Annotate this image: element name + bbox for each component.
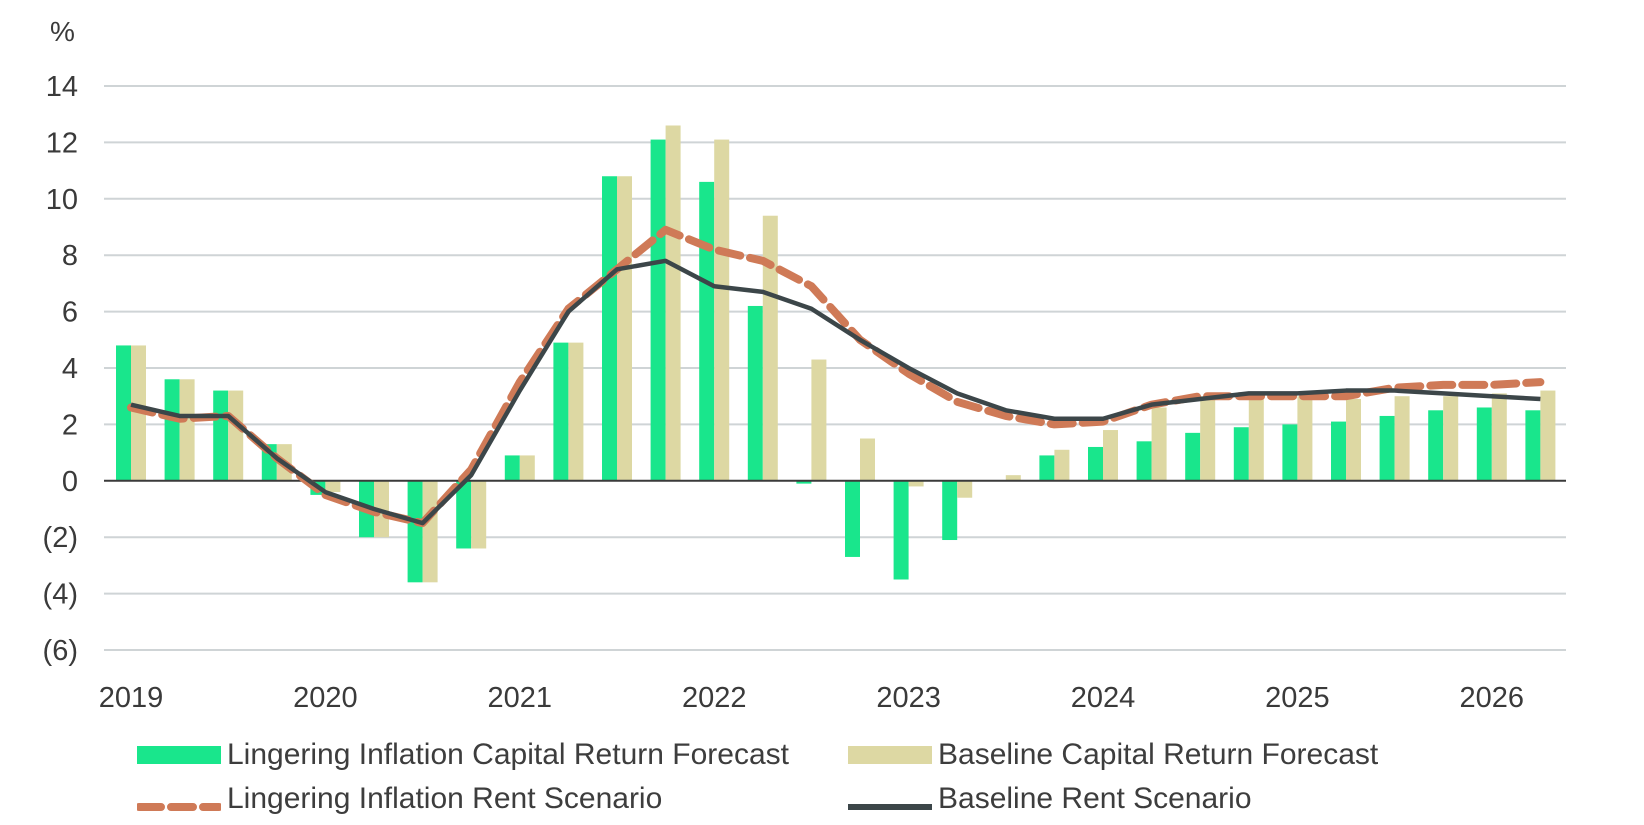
line-baseline-rent (130, 258, 1541, 526)
line-lingering-rent (127, 225, 1545, 528)
bar-lingering-capital (602, 176, 617, 481)
bar-baseline-capital (568, 342, 584, 481)
bar-baseline-capital (1394, 396, 1410, 481)
y-tick-label: 2 (62, 409, 78, 441)
bar-lingering-capital (796, 480, 812, 484)
bar-baseline-capital (1005, 475, 1021, 481)
bar-lingering-capital (456, 480, 472, 549)
bar-lingering-capital (1136, 441, 1152, 481)
bar-lingering-capital (1525, 410, 1541, 481)
bar-baseline-capital (1346, 399, 1361, 481)
y-axis-unit-label: % (50, 16, 75, 47)
x-tick-label: 2020 (293, 682, 358, 714)
bar-baseline-capital (811, 359, 827, 481)
bar-baseline-capital (1248, 396, 1264, 481)
bar-lingering-capital (1282, 424, 1298, 481)
x-tick-label: 2021 (488, 682, 553, 714)
bar-baseline-capital (1491, 393, 1507, 481)
bar-lingering-capital (1476, 407, 1492, 481)
bar-lingering-capital (1233, 427, 1249, 481)
bar-baseline-capital (1200, 396, 1216, 481)
bar-lingering-capital (1185, 432, 1201, 481)
bar-lingering-capital (942, 480, 958, 541)
bar-baseline-capital (519, 455, 535, 481)
bar-lingering-capital (164, 379, 180, 481)
bar-baseline-capital (957, 480, 973, 498)
bar-lingering-capital (213, 390, 229, 481)
x-tick-label: 2024 (1071, 682, 1136, 714)
bar-baseline-capital (762, 215, 778, 481)
bar-lingering-capital (1039, 455, 1055, 481)
y-tick-label: 4 (62, 353, 78, 385)
x-tick-label: 2023 (876, 682, 941, 714)
bar-baseline-capital (228, 390, 244, 481)
bar-baseline-capital (617, 176, 632, 481)
y-tick-label: 6 (62, 297, 78, 329)
x-tick-label: 2022 (682, 682, 747, 714)
bar-baseline-capital (1297, 396, 1313, 481)
y-tick-label: 0 (62, 466, 78, 498)
y-tick-label: 12 (46, 127, 78, 159)
bar-lingering-capital (1379, 415, 1395, 481)
y-tick-label: 10 (46, 184, 78, 216)
bar-lingering-capital (845, 480, 860, 557)
bar-baseline-capital (1103, 430, 1118, 481)
bar-baseline-capital (665, 125, 681, 481)
y-tick-label: (4) (43, 579, 78, 611)
bar-lingering-capital (504, 455, 520, 481)
bar-baseline-capital (1540, 390, 1556, 481)
bar-lingering-capital (553, 342, 569, 481)
bar-baseline-capital (471, 480, 487, 549)
bar-lingering-capital (116, 345, 131, 481)
bar-lingering-capital (1428, 410, 1444, 481)
bar-baseline-capital (422, 480, 438, 583)
bar-lingering-capital (407, 480, 423, 583)
bar-baseline-capital (1054, 449, 1070, 481)
bar-baseline-capital (714, 139, 730, 481)
y-tick-label: 14 (46, 71, 78, 103)
y-tick-label: 8 (62, 240, 78, 272)
bar-baseline-capital (325, 480, 341, 493)
bar-baseline-capital (179, 379, 195, 481)
bar-lingering-capital (893, 480, 909, 580)
x-tick-label: 2026 (1460, 682, 1525, 714)
bar-baseline-capital (1443, 396, 1459, 481)
bar-lingering-capital (1331, 421, 1346, 481)
y-tick-label: (2) (43, 522, 78, 554)
y-tick-label: (6) (43, 635, 78, 667)
bar-baseline-capital (860, 438, 875, 481)
x-tick-label: 2019 (99, 682, 164, 714)
x-tick-label: 2025 (1265, 682, 1330, 714)
bar-lingering-capital (747, 305, 763, 481)
bar-lingering-capital (650, 139, 666, 481)
bar-baseline-capital (908, 480, 924, 487)
bar-lingering-capital (699, 181, 715, 481)
bar-baseline-capital (1151, 407, 1167, 481)
bar-lingering-capital (1088, 446, 1103, 481)
